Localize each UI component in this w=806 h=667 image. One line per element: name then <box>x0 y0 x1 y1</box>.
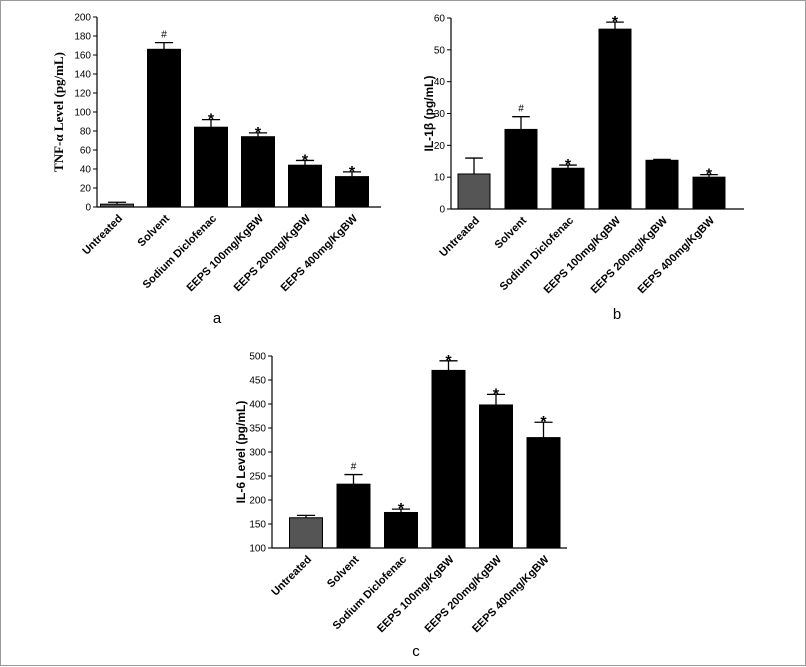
chart-2-category-label: Solvent <box>325 553 362 590</box>
chart-1-y-tick-label: 10 <box>434 173 446 184</box>
chart-0-bar-eeps-200mg-kgbw <box>288 164 322 208</box>
chart-0-category-label: Untreated <box>80 213 125 258</box>
chart-1-y-tick-label: 30 <box>434 109 446 120</box>
chart-il-6: 100 150 200 250 300 350 400 450 500 IL-6 Level (p… <box>234 352 567 660</box>
chart-2-y-tick-label: 500 <box>249 352 266 363</box>
chart-0-y-tick-label: 140 <box>74 70 91 81</box>
chart-0-category-label: EEPS 200mg/KgBW <box>232 212 314 294</box>
chart-1-bar-sodium-diclofenac <box>551 167 585 210</box>
chart-2-bar-eeps-100mg-kgbw <box>431 369 466 549</box>
chart-2-panel-label: c <box>412 643 420 660</box>
chart-1-y-tick-label: 40 <box>434 77 446 88</box>
chart-2-bar-eeps-400mg-kgbw <box>526 437 561 549</box>
chart-2-bar-solvent <box>336 483 371 549</box>
chart-1-significance-hash: # <box>518 104 524 115</box>
chart-1-y-axis-label: IL-1β (pg/mL) <box>422 76 436 152</box>
chart-1-category-label: EEPS 200mg/KgBW <box>589 214 671 296</box>
chart-2-bar-sodium-diclofenac <box>384 511 418 549</box>
chart-1-category-label: Solvent <box>493 214 530 251</box>
chart-2-y-tick-label: 400 <box>249 400 266 411</box>
chart-2-y-axis-label: IL-6 Level (pg/mL) <box>234 401 248 504</box>
chart-2-y-tick-label: 100 <box>249 544 266 555</box>
chart-1-bar-eeps-100mg-kgbw <box>598 28 632 210</box>
chart-1-significance-star: * <box>706 167 713 184</box>
chart-0-y-tick-label: 20 <box>80 184 92 195</box>
chart-2-bar-untreated <box>289 517 323 549</box>
chart-0-y-tick-label: 100 <box>74 108 91 119</box>
chart-0-significance-star: * <box>255 125 262 142</box>
chart-1-y-tick-label: 20 <box>434 141 446 152</box>
chart-0-y-tick-label: 60 <box>80 146 92 157</box>
chart-0-significance-hash: # <box>161 30 167 41</box>
chart-il-1-beta: 0 10 20 30 40 50 60 IL-1β (pg/mL) Untreated # Solv… <box>422 14 744 323</box>
chart-1-bar-eeps-400mg-kgbw <box>692 176 726 210</box>
chart-2-y-tick-label: 150 <box>249 520 266 531</box>
chart-0-bar-eeps-400mg-kgbw <box>335 176 369 208</box>
chart-0-y-tick-label: 120 <box>74 89 91 100</box>
chart-0-significance-star: * <box>349 164 356 181</box>
chart-0-y-tick-label: 80 <box>80 127 92 138</box>
chart-0-bar-solvent <box>147 48 181 208</box>
chart-2-bar-eeps-200mg-kgbw <box>479 404 513 549</box>
chart-2-y-tick-label: 300 <box>249 448 266 459</box>
chart-0-significance-star: * <box>208 112 215 129</box>
chart-tnf-alpha: 0 20 40 60 80 100 120 140 160 180 200 TNF-α Level (… <box>51 13 381 327</box>
chart-1-category-label: Untreated <box>437 215 482 260</box>
chart-1-significance-star: * <box>565 157 572 174</box>
chart-2-significance-star: * <box>398 501 405 518</box>
chart-2-significance-star: * <box>445 353 452 370</box>
chart-2-y-tick-label: 450 <box>249 376 266 387</box>
chart-0-bar-untreated <box>100 203 134 208</box>
chart-1-bar-solvent <box>504 128 538 210</box>
chart-0-panel-label: a <box>213 310 222 327</box>
chart-1-bar-untreated <box>457 173 491 210</box>
chart-0-significance-star: * <box>302 152 309 169</box>
chart-0-category-label: Solvent <box>136 212 173 249</box>
chart-1-y-tick-label: 0 <box>439 205 445 216</box>
chart-0-y-tick-label: 180 <box>74 32 91 43</box>
chart-0-y-tick-label: 200 <box>74 13 91 24</box>
chart-1-category-label: EEPS 400mg/KgBW <box>636 214 718 296</box>
chart-0-y-axis-label: TNF-α Level (pg/mL) <box>51 52 66 172</box>
chart-1-panel-label: b <box>613 306 621 323</box>
chart-0-category-label: EEPS 400mg/KgBW <box>279 212 361 294</box>
chart-1-y-tick-label: 60 <box>434 14 446 25</box>
chart-1-significance-star: * <box>612 14 619 31</box>
chart-0-bar-eeps-100mg-kgbw <box>241 136 275 208</box>
chart-2-significance-hash: # <box>351 462 357 473</box>
chart-2-y-tick-label: 350 <box>249 424 266 435</box>
chart-2-significance-star: * <box>540 414 547 431</box>
chart-0-category-label: EEPS 100mg/KgBW <box>185 212 267 294</box>
chart-1-y-tick-label: 50 <box>434 45 446 56</box>
chart-2-category-label: Untreated <box>269 554 314 599</box>
chart-2-significance-star: * <box>493 386 500 403</box>
chart-0-y-tick-label: 0 <box>85 203 91 214</box>
chart-1-bar-eeps-200mg-kgbw <box>645 159 679 210</box>
chart-2-y-tick-label: 200 <box>249 496 266 507</box>
chart-2-y-tick-label: 250 <box>249 472 266 483</box>
chart-1-category-label: EEPS 100mg/KgBW <box>542 214 624 296</box>
chart-0-bar-sodium-diclofenac <box>194 126 228 208</box>
chart-0-y-tick-label: 160 <box>74 51 91 62</box>
chart-0-y-tick-label: 40 <box>80 165 92 176</box>
